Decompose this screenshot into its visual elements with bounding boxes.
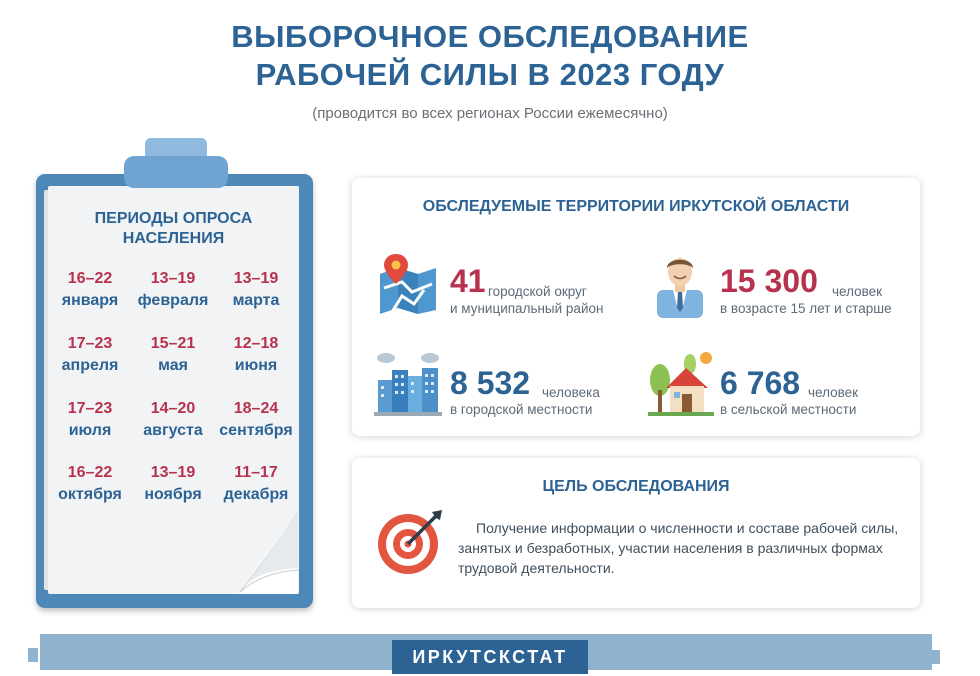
rural-label-1: человек bbox=[808, 385, 859, 400]
period-dates: 13–19 bbox=[150, 270, 196, 287]
period-item: 16–22 января bbox=[45, 268, 135, 312]
period-dates: 14–20 bbox=[150, 400, 196, 417]
period-month: сентября bbox=[219, 422, 293, 439]
period-month: апреля bbox=[61, 357, 119, 374]
periods-title-line-2: НАСЕЛЕНИЯ bbox=[122, 230, 225, 247]
urban-label-1: человека bbox=[542, 385, 600, 400]
urban-label-2: в городской местности bbox=[450, 402, 593, 417]
footer-bar-left-cap bbox=[28, 648, 38, 662]
period-dates: 15–21 bbox=[150, 335, 196, 352]
page-curl-icon bbox=[238, 512, 298, 594]
period-month: февраля bbox=[137, 292, 209, 309]
period-item: 17–23 апреля bbox=[45, 333, 135, 377]
goal-card bbox=[352, 458, 920, 608]
period-item: 13–19 марта bbox=[211, 268, 301, 312]
period-dates: 16–22 bbox=[67, 270, 113, 287]
period-item: 17–23 июля bbox=[45, 398, 135, 442]
footer-bar-right-cap bbox=[932, 650, 940, 664]
period-dates: 11–17 bbox=[234, 464, 278, 481]
periods-title-line-1: ПЕРИОДЫ ОПРОСА bbox=[94, 210, 253, 227]
period-item: 15–21 мая bbox=[128, 333, 218, 377]
period-item: 18–24 сентября bbox=[211, 398, 301, 442]
period-item: 13–19 ноября bbox=[128, 462, 218, 506]
period-item: 13–19 февраля bbox=[128, 268, 218, 312]
goal-title: ЦЕЛЬ ОБСЛЕДОВАНИЯ bbox=[542, 478, 730, 495]
period-dates: 17–23 bbox=[67, 335, 113, 352]
period-dates: 18–24 bbox=[233, 400, 279, 417]
period-dates: 17–23 bbox=[67, 400, 113, 417]
period-month: декабря bbox=[223, 486, 289, 503]
persons-label-2: в возрасте 15 лет и старше bbox=[720, 301, 892, 316]
territories-card bbox=[352, 178, 920, 436]
target-icon bbox=[378, 510, 442, 574]
city-buildings-icon bbox=[374, 353, 442, 416]
period-month: июля bbox=[68, 422, 112, 439]
persons-label-1: человек bbox=[832, 284, 883, 299]
goal-description: Получение информации о численности и сос… bbox=[458, 520, 899, 576]
footer-label: ИРКУТСКСТАТ bbox=[412, 647, 568, 667]
period-item: 16–22 октября bbox=[45, 462, 135, 506]
urban-value: 8 532 bbox=[450, 365, 531, 401]
period-month: июня bbox=[234, 357, 278, 374]
territories-title: ОБСЛЕДУЕМЫЕ ТЕРРИТОРИИ ИРКУТСКОЙ ОБЛАСТИ bbox=[422, 198, 850, 215]
period-month: ноября bbox=[144, 486, 202, 503]
clipboard-paper bbox=[48, 186, 299, 594]
period-month: мая bbox=[158, 357, 188, 374]
districts-value: 41 bbox=[450, 263, 486, 299]
rural-label-2: в сельской местности bbox=[720, 402, 857, 417]
persons-value: 15 300 bbox=[720, 263, 818, 299]
clipboard-clip bbox=[124, 156, 228, 188]
period-dates: 12–18 bbox=[233, 335, 279, 352]
page-title: ВЫБОРОЧНОЕ ОБСЛЕДОВАНИЕ РАБОЧЕЙ СИЛЫ В 2… bbox=[0, 18, 980, 94]
village-house-icon bbox=[648, 352, 714, 416]
districts-label-1: городской округ bbox=[488, 284, 587, 299]
period-dates: 16–22 bbox=[67, 464, 113, 481]
period-dates: 13–19 bbox=[150, 464, 196, 481]
footer-label-box bbox=[392, 640, 588, 674]
period-month: января bbox=[61, 292, 119, 309]
period-item: 12–18 июня bbox=[211, 333, 301, 377]
page-subtitle: (проводится во всех регионах России ежем… bbox=[312, 105, 668, 122]
rural-value: 6 768 bbox=[720, 365, 801, 401]
periods-title: ПЕРИОДЫ ОПРОСА НАСЕЛЕНИЯ bbox=[48, 209, 299, 249]
period-month: августа bbox=[143, 422, 203, 439]
period-item: 14–20 августа bbox=[128, 398, 218, 442]
period-month: октября bbox=[58, 486, 122, 503]
period-month: марта bbox=[232, 292, 280, 309]
title-line-1: ВЫБОРОЧНОЕ ОБСЛЕДОВАНИЕ bbox=[231, 19, 749, 54]
period-dates: 13–19 bbox=[233, 270, 279, 287]
period-item: 11–17 декабря bbox=[211, 462, 301, 506]
districts-label-2: и муниципальный район bbox=[450, 301, 604, 316]
map-pin-icon bbox=[380, 254, 436, 314]
person-icon bbox=[657, 258, 703, 318]
title-line-2: РАБОЧЕЙ СИЛЫ В 2023 ГОДУ bbox=[255, 57, 725, 92]
